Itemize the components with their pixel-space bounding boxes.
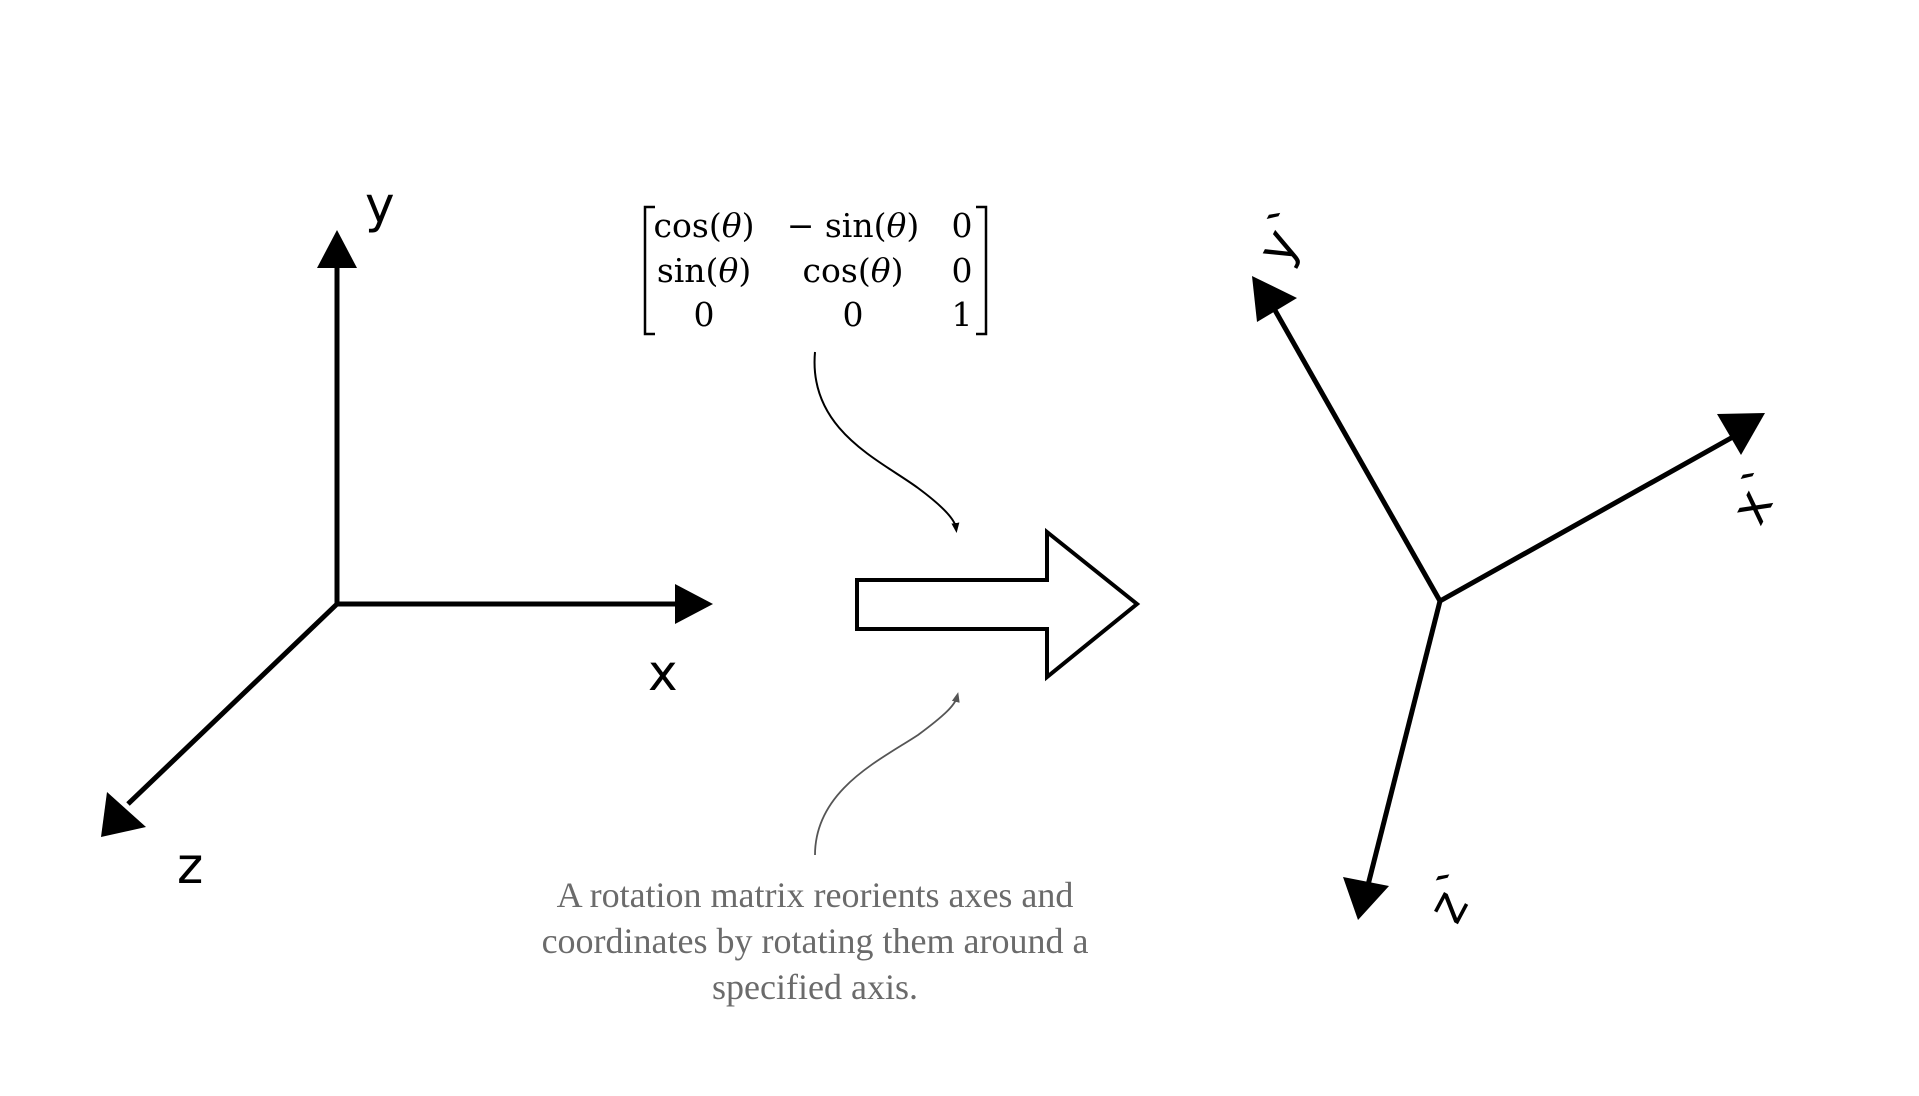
z-axis-line bbox=[126, 602, 339, 806]
matrix-cell-r1c2-var: θ bbox=[887, 206, 907, 245]
matrix-cell-r1c1-post: ) bbox=[742, 206, 755, 245]
z-prime-axis-line bbox=[1365, 600, 1443, 886]
matrix-cell-r2c3: 0 bbox=[952, 251, 973, 290]
matrix-cell-r2c2-var: θ bbox=[871, 251, 891, 290]
matrix-cell-r2c1-post: ) bbox=[738, 251, 751, 290]
z-prime-axis-label: z` bbox=[1416, 859, 1491, 931]
matrix-cell-r2c1-pre: sin( bbox=[657, 251, 719, 290]
y-axis-label: y bbox=[365, 176, 395, 234]
matrix-cell-r2c1-var: θ bbox=[718, 251, 738, 290]
matrix-cell-r3c2: 0 bbox=[843, 295, 864, 334]
matrix-cell-r3c3: 1 bbox=[952, 295, 973, 334]
matrix-cell-r3c1: 0 bbox=[694, 295, 715, 334]
matrix-cell-r1c1: cos(θ) bbox=[654, 206, 755, 245]
caption-connector-curve bbox=[814, 692, 960, 856]
z-axis-arrowhead bbox=[101, 792, 146, 837]
rotation-matrix: cos(θ) − sin(θ) 0 sin(θ) cos(θ) 0 0 0 1 bbox=[643, 205, 988, 336]
rotated-axes: y` x` z` bbox=[1245, 198, 1796, 932]
x-prime-axis-label: x` bbox=[1719, 458, 1796, 533]
matrix-cell-r1c1-var: θ bbox=[722, 206, 742, 245]
matrix-right-bracket bbox=[976, 205, 988, 336]
x-prime-axis-arrowhead bbox=[1717, 413, 1765, 455]
original-axes: y x z bbox=[101, 176, 713, 895]
matrix-cell-r1c2-post: ) bbox=[906, 206, 919, 245]
matrix-cell-r2c1: sin(θ) bbox=[657, 251, 751, 290]
matrix-left-bracket bbox=[643, 205, 655, 336]
matrix-cell-r1c3: 0 bbox=[952, 206, 973, 245]
transform-arrow bbox=[855, 527, 1141, 682]
x-prime-axis-line bbox=[1438, 430, 1742, 604]
matrix-cell-r2c2: cos(θ) bbox=[803, 251, 904, 290]
x-axis-arrowhead bbox=[675, 584, 713, 624]
matrix-connector-curve bbox=[813, 351, 960, 533]
z-axis-label: z bbox=[177, 837, 203, 895]
matrix-cell-r1c1-pre: cos( bbox=[654, 206, 722, 245]
matrix-cell-r1c2-pre: − sin( bbox=[787, 206, 887, 245]
matrix-cell-r2c2-post: ) bbox=[891, 251, 904, 290]
caption-text: A rotation matrix reorients axes and coo… bbox=[541, 875, 1089, 1007]
matrix-cell-r1c2: − sin(θ) bbox=[787, 206, 920, 245]
y-prime-axis-arrowhead bbox=[1252, 276, 1297, 322]
y-prime-axis-line bbox=[1269, 303, 1443, 603]
y-prime-axis-label: y` bbox=[1245, 198, 1322, 273]
z-prime-axis-arrowhead bbox=[1343, 877, 1389, 920]
matrix-cell-r2c2-pre: cos( bbox=[803, 251, 871, 290]
x-axis-label: x bbox=[648, 644, 678, 702]
y-axis-arrowhead bbox=[317, 230, 357, 268]
